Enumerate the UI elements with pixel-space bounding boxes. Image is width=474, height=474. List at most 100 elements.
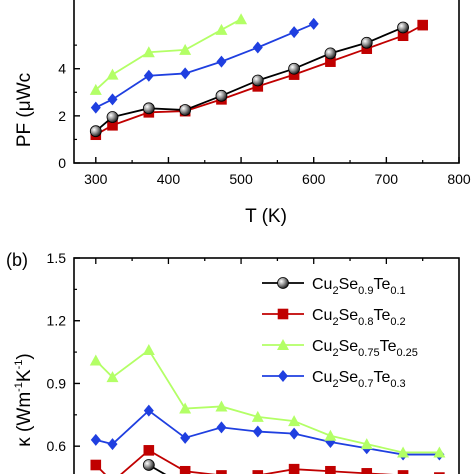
legend: Cu2Se0.9Te0.1Cu2Se0.8Te0.2Cu2Se0.75Te0.2…	[262, 276, 418, 390]
legend-marker-1	[277, 277, 289, 289]
legend-label-3-s1: 2	[332, 347, 338, 359]
panel-a-series-3-point-4	[179, 43, 192, 55]
panel-a-series-1-point-2	[106, 111, 119, 123]
legend-label-4-s1: 2	[332, 378, 338, 390]
panel-b-series-3-point-6	[251, 410, 264, 422]
panel-a-series-4-point-6	[252, 41, 263, 54]
legend-label-4-s3: 0.3	[390, 378, 405, 390]
panel-b-series-4-point-5	[216, 421, 227, 434]
panel-b-series-3-point-5	[215, 400, 228, 412]
panel-b-series-3-point-8	[324, 429, 337, 441]
legend-label-2-s1: 2	[332, 316, 338, 328]
legend-label-3-s2: 0.75	[358, 347, 379, 359]
panel-b-series-4-point-4	[180, 431, 191, 444]
panel-a-series-4	[90, 17, 319, 114]
legend-label-1: Cu2Se0.9Te0.1	[312, 276, 406, 297]
panel-b-y-tick-4: 1.5	[47, 250, 67, 266]
panel-a-series-3-point-1	[89, 83, 102, 95]
panel-b-series-2-line	[95, 449, 394, 474]
panel-b-series-2-point-10	[397, 470, 409, 474]
panel-a-x-tick-2: 400	[157, 171, 181, 187]
legend-label-4-mid: Se	[339, 369, 359, 386]
panel-b-data	[89, 344, 446, 474]
legend-label-2-base: Cu	[312, 307, 332, 324]
panel-a-series-2-point-11	[417, 19, 428, 31]
panel-b-y-ticks: 0.6 0.9 1.2 1.5	[47, 250, 424, 454]
panel-a-y-ticks: 0 2 4	[58, 44, 80, 171]
legend-item-1: Cu2Se0.9Te0.1	[262, 276, 406, 297]
panel-a-series-4-point-7	[289, 26, 300, 39]
panel-b-series-1-line	[148, 464, 167, 474]
panel-b-series-2-point-9	[361, 468, 373, 474]
legend-label-3: Cu2Se0.75Te0.25	[312, 338, 418, 359]
legend-label-4: Cu2Se0.7Te0.3	[312, 369, 406, 390]
y-label-k: K	[14, 369, 35, 382]
legend-label-1-s1: 2	[332, 285, 338, 297]
legend-label-2-s2: 0.8	[358, 316, 373, 328]
panel-a-series-4-point-3	[143, 69, 154, 82]
legend-item-4: Cu2Se0.7Te0.3	[262, 369, 406, 390]
panel-a-y-tick-1: 0	[58, 155, 66, 171]
panel-b-series-4-point-6	[252, 425, 263, 438]
panel-a-x-tick-4: 600	[302, 171, 326, 187]
panel-a-series-3-point-3	[142, 46, 155, 58]
y-label-main: κ (Wm	[14, 392, 35, 447]
panel-a-x-label: T (K)	[245, 206, 287, 227]
panel-a-x-tick-1: 300	[84, 171, 108, 187]
legend-label-1-s3: 0.1	[390, 285, 405, 297]
panel-a-series-4-line	[95, 23, 315, 109]
panel-b-label: (b)	[6, 250, 28, 270]
panel-b-series-3-line	[95, 348, 440, 454]
panel-a-series-4-point-4	[180, 67, 191, 80]
panel-a-series-4-point-5	[216, 55, 227, 68]
panel-a-series-1	[89, 21, 409, 138]
panel-b-series-2-point-11	[434, 472, 445, 474]
panel-a-data	[89, 13, 428, 141]
panel-a-x-tick-3: 500	[229, 171, 253, 187]
panel-b-series-3	[89, 344, 446, 458]
panel-a-series-1-point-5	[215, 89, 228, 102]
panel-b-series-4-point-1	[90, 433, 101, 446]
panel-a-series-1-point-4	[179, 104, 192, 116]
panel-b-series-3-point-3	[142, 344, 155, 355]
legend-label-4-end: Te	[373, 369, 390, 386]
panel-b-series-4-point-2	[107, 438, 118, 451]
panel-a-series-1-point-7	[288, 62, 301, 75]
panel-b-series-4-point-3	[143, 404, 154, 417]
legend-label-3-s3: 0.25	[396, 347, 417, 359]
legend-item-2: Cu2Se0.8Te0.2	[262, 307, 406, 328]
panel-a-x-ticks: 300 400 500 600 700 800	[84, 157, 471, 187]
panel-b-series-2-point-6	[252, 470, 264, 474]
panel-a-x-tick-5: 700	[375, 171, 399, 187]
panel-b-y-tick-1: 0.6	[47, 438, 67, 454]
panel-a-series-1-point-8	[324, 47, 337, 60]
legend-label-4-base: Cu	[312, 369, 332, 386]
panel-b-series-1-point-1	[142, 459, 155, 471]
legend-label-3-mid: Se	[339, 338, 359, 355]
panel-a-series-1-line	[95, 26, 404, 132]
panel-b-series-2-point-3	[143, 445, 155, 456]
legend-label-4-s2: 0.7	[358, 378, 373, 390]
panel-a-series-1-point-6	[251, 74, 264, 87]
panel-b-series-3-point-1	[89, 354, 102, 366]
panel-b-series-2-point-4	[179, 465, 191, 474]
panel-b-series-3-point-9	[360, 438, 373, 450]
panel-a-series-1-point-10	[397, 21, 409, 34]
panel-a-series-4-point-8	[308, 17, 319, 30]
panel-b-series-2-point-8	[325, 465, 336, 474]
legend-label-2-end: Te	[373, 307, 390, 324]
panel-a-y-label: PF (μWc	[14, 73, 35, 147]
panel-b-series-3-point-7	[288, 415, 301, 427]
panel-b-frame	[73, 257, 460, 474]
panel-a-series-4-point-1	[90, 101, 101, 114]
panel-a-series-3	[89, 13, 248, 95]
panel-b-series-4-point-7	[289, 427, 300, 440]
panel-b-series-1	[142, 459, 167, 474]
panel-b-y-tick-2: 0.9	[47, 375, 67, 391]
panel-a-series-4-point-2	[107, 93, 118, 106]
panel-a-x-tick-6: 800	[447, 171, 471, 187]
legend-label-3-base: Cu	[312, 338, 332, 355]
panel-a-y-tick-2: 2	[58, 108, 66, 124]
legend-label-3-end: Te	[380, 338, 397, 355]
